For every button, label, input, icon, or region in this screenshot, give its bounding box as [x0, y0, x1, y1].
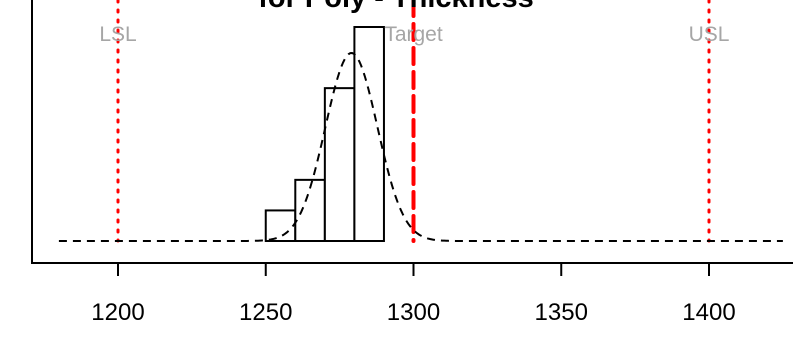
x-tick-label-1400: 1400: [682, 299, 735, 326]
density-curve: [58, 52, 783, 242]
x-tick-label-1200: 1200: [91, 299, 144, 326]
histogram-bar-1: [264, 209, 297, 243]
x-axis: 1200 1250 1300 1350 1400: [91, 262, 736, 326]
spec-labels: LSL Target USL: [99, 23, 729, 46]
spec-label-target: Target: [384, 23, 443, 46]
spec-label-usl: USL: [689, 23, 730, 46]
x-tick-label-1250: 1250: [239, 299, 292, 326]
histogram-bar-2: [294, 178, 326, 243]
histogram-bar-3: [323, 87, 356, 243]
histogram-bars: [264, 26, 385, 243]
x-tick-label-1300: 1300: [387, 299, 440, 326]
chart-title: for Poly - Thickness: [258, 0, 534, 14]
x-tick-label-1350: 1350: [535, 299, 588, 326]
spec-label-lsl: LSL: [99, 23, 136, 46]
spec-lines: [116, 0, 711, 243]
